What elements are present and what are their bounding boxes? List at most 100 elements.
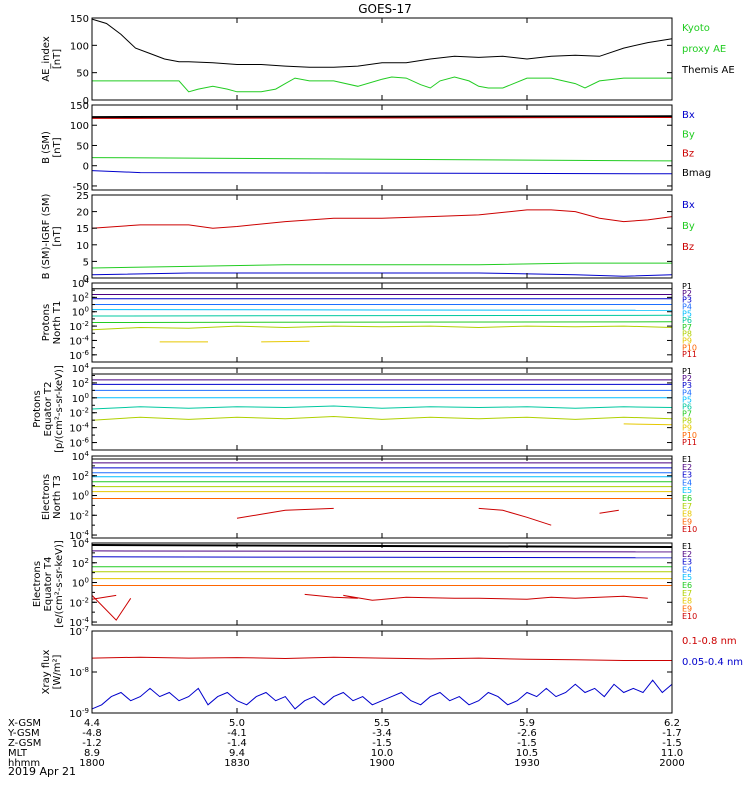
x-axis-value: -1.7 <box>662 728 682 739</box>
panel-2: 150 100 50 0 -50 B (SM) [nT] Bx By Bz Bmag <box>41 101 711 193</box>
series-line <box>91 595 132 621</box>
y-tick-label: 10-4 <box>69 422 89 435</box>
legend-entry: Kyoto <box>682 23 710 34</box>
y-tick-label: 50 <box>76 141 89 152</box>
x-axis-row-label: MLT <box>8 748 28 759</box>
y-tick-label: 104 <box>72 450 90 463</box>
y-axis-label: [nT] <box>52 137 63 157</box>
x-axis-value: 1900 <box>369 758 394 769</box>
y-tick-label: 10-8 <box>69 666 89 679</box>
legend-entry: Bmag <box>682 168 711 179</box>
legend-entry: P2 <box>682 289 692 298</box>
legend-entry: P4 <box>682 388 692 397</box>
y-tick-label: 102 <box>72 291 89 304</box>
series-line <box>91 262 672 269</box>
series-line <box>91 157 673 162</box>
series-line <box>91 321 673 323</box>
legend-entry: 0.1-0.8 nm <box>682 636 737 647</box>
series-line <box>261 340 310 343</box>
legend-entry: E3 <box>682 471 692 480</box>
legend-entry: P10 <box>682 431 697 440</box>
series-line <box>91 209 673 229</box>
series-line <box>91 170 673 175</box>
x-axis-value: 1800 <box>79 758 104 769</box>
y-tick-label: 102 <box>72 557 89 570</box>
y-axis-label: [nT] <box>52 49 63 69</box>
y-axis-label: [W/m²] <box>52 654 63 689</box>
y-tick-label: 10-7 <box>69 625 89 638</box>
series-line <box>91 415 673 421</box>
legend-entry: P5 <box>682 395 692 404</box>
plot-title: GOES-17 <box>358 2 412 16</box>
legend-entry: E5 <box>682 486 692 495</box>
y-tick-label: 100 <box>70 41 89 52</box>
legend-entry: E5 <box>682 573 692 582</box>
x-axis-value: 5.0 <box>229 718 245 729</box>
legend-entry: P1 <box>682 367 692 376</box>
y-tick-label: 10-2 <box>69 320 89 333</box>
series-line <box>236 507 334 519</box>
x-axis-row-label: Z-GSM <box>8 738 41 749</box>
x-axis-value: 10.5 <box>516 748 538 759</box>
series-line <box>91 656 672 661</box>
legend-entry: P5 <box>682 309 692 318</box>
y-axis-label: [nT] <box>52 226 63 246</box>
series-line <box>91 272 673 277</box>
series-line <box>91 556 673 559</box>
y-tick-label: 10-2 <box>69 509 89 522</box>
y-tick-label: 100 <box>70 121 89 132</box>
y-tick-label: 10-4 <box>69 334 89 347</box>
x-axis-value: 5.9 <box>519 718 535 729</box>
y-axis-label: Protons <box>41 304 52 341</box>
legend-entry: E4 <box>682 565 692 574</box>
x-axis-value: -1.2 <box>82 738 102 749</box>
y-tick-label: 25 <box>76 191 89 202</box>
legend-entry: E1 <box>682 542 692 551</box>
legend-entry: P10 <box>682 343 697 352</box>
legend-entry: By <box>682 221 695 232</box>
legend-entry: P11 <box>682 438 697 447</box>
legend-entry: P8 <box>682 330 692 339</box>
series-line <box>91 325 673 331</box>
x-axis-value: 8.9 <box>84 748 100 759</box>
legend-entry: E8 <box>682 510 692 519</box>
x-axis-value: -4.8 <box>82 728 102 739</box>
x-axis-value: -1.4 <box>227 738 247 749</box>
y-tick-label: 5 <box>83 257 89 268</box>
x-axis-value: 4.4 <box>84 718 100 729</box>
y-tick-label: 0 <box>83 162 89 173</box>
legend-entry: P7 <box>682 410 692 419</box>
legend-entry: By <box>682 129 695 140</box>
legend-entry: E7 <box>682 502 692 511</box>
series-line <box>91 309 673 311</box>
y-tick-label: 15 <box>76 224 89 235</box>
y-axis-label: [e/(cm²-s-sr-keV)] <box>54 540 65 628</box>
y-axis-label: Equator T4 <box>43 557 54 612</box>
y-axis-label: North T3 <box>52 475 63 519</box>
series-line <box>91 18 673 68</box>
x-axis-value: 1930 <box>514 758 539 769</box>
y-tick-label: 10-6 <box>69 349 89 362</box>
legend-entry: Bz <box>682 149 694 160</box>
x-axis-value: -1.5 <box>517 738 537 749</box>
legend-entry: P9 <box>682 424 692 433</box>
legend-entry: proxy AE <box>682 44 726 55</box>
legend-entry: E3 <box>682 558 692 567</box>
y-axis-label: B (SM) <box>41 131 52 164</box>
y-tick-label: 104 <box>72 537 90 550</box>
x-axis-value: 9.4 <box>229 748 245 759</box>
y-tick-label: 10-2 <box>69 596 89 609</box>
y-tick-label: 102 <box>72 470 89 483</box>
legend-entry: Bx <box>682 110 695 121</box>
y-tick-label: 10-2 <box>69 407 89 420</box>
x-axis-value: 2000 <box>659 758 684 769</box>
legend-entry: P3 <box>682 296 692 305</box>
legend-entry: E10 <box>682 612 697 621</box>
legend-entry: P1 <box>682 282 692 291</box>
legend-entry: E9 <box>682 604 692 613</box>
legend-entry: E9 <box>682 517 692 526</box>
x-axis-value: 5.5 <box>374 718 390 729</box>
legend-entry: E2 <box>682 463 692 472</box>
